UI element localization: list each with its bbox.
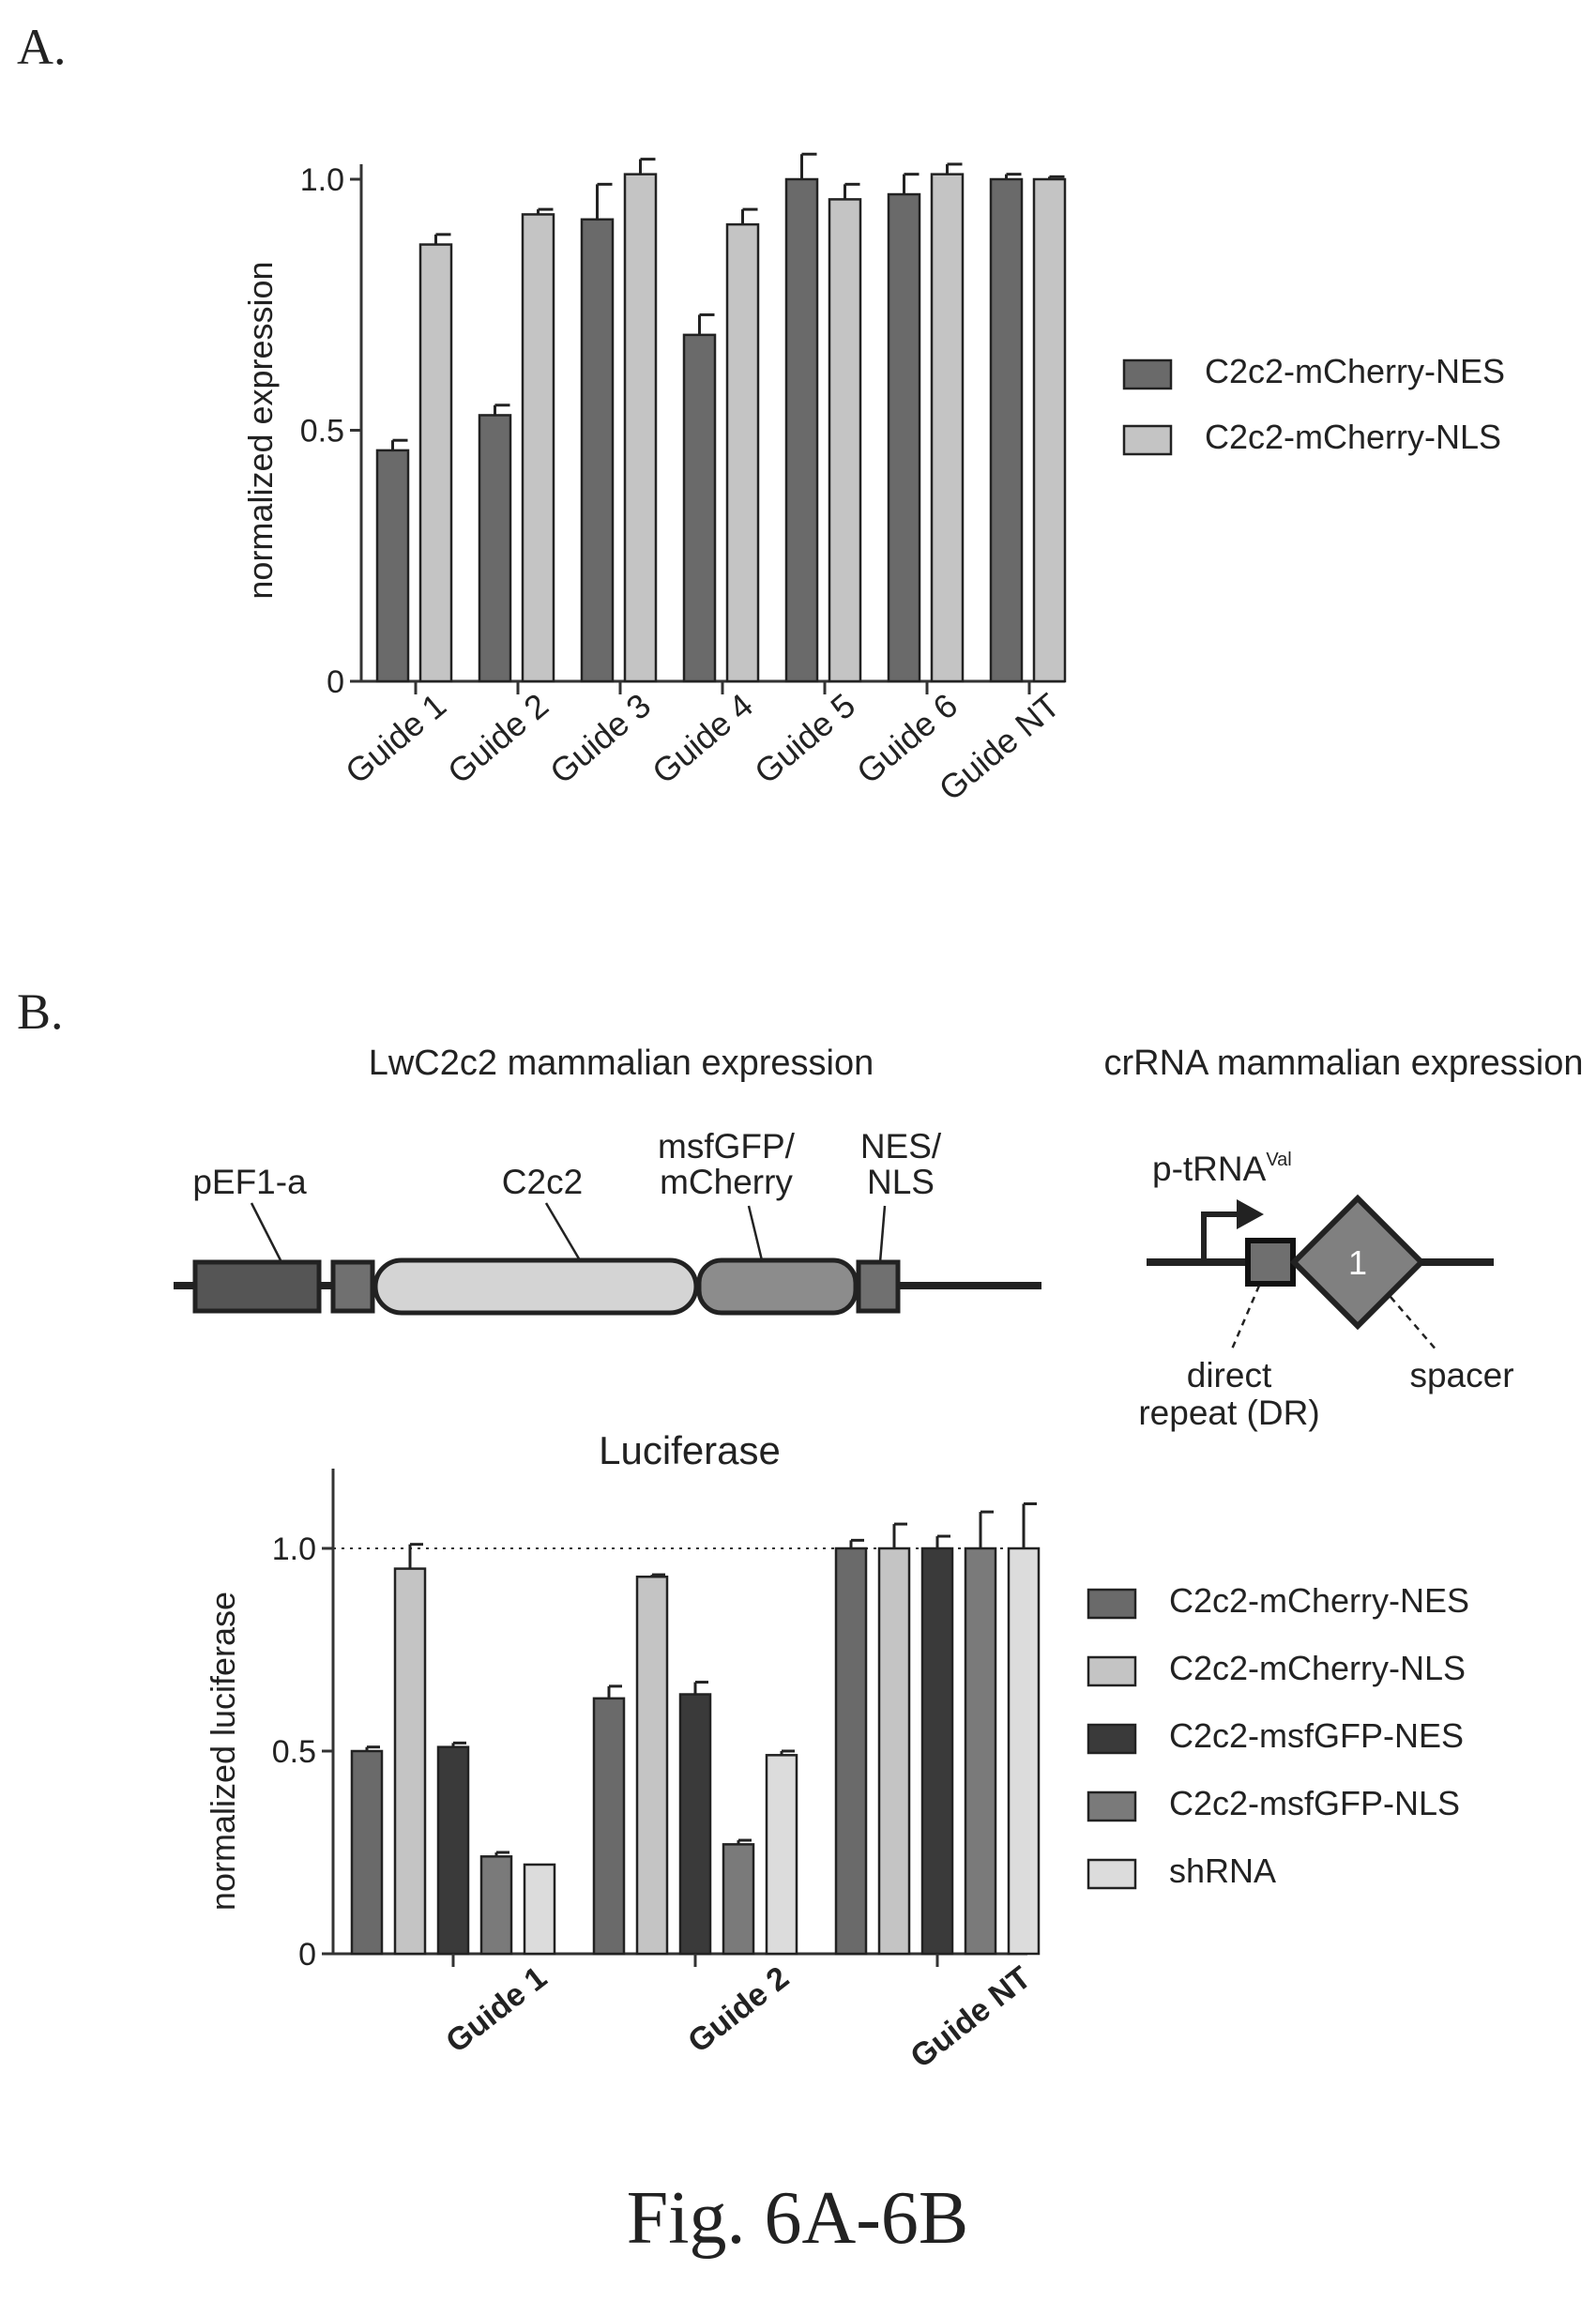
bar [765,1754,798,1956]
crrna-title: crRNA mammalian expression [1103,1044,1583,1083]
c2c2-label: C2c2 [502,1163,583,1201]
dr-dashed-leader [1229,1285,1261,1352]
bar [887,192,921,683]
lwc2c2-construct-diagram: LwC2c2 mammalian expression pEF1-a C2c2 … [174,1044,1041,1316]
bar [350,1749,384,1956]
bar [682,333,717,683]
legend-label: shRNA [1169,1851,1276,1890]
spacer-diamond [1289,1194,1426,1331]
dr-label-line2: repeat (DR) [1138,1394,1319,1432]
y-tick-label: 0.5 [300,414,344,449]
bar [1007,1547,1041,1956]
bar [436,1745,470,1956]
fluorescent-protein-block [696,1257,859,1316]
bar [635,1575,669,1956]
x-tick-label: Guide NT [904,1959,1038,2075]
legend-swatch [1087,1723,1137,1755]
x-tick-label: Guide 2 [440,686,555,791]
crrna-construct-diagram: crRNA mammalian expression p-tRNAVal 1 d… [1103,1044,1583,1432]
c2c2-block [372,1257,699,1316]
legend-label: C2c2-mCherry-NES [1169,1581,1469,1620]
fp-label-line1: msfGFP/ [658,1127,796,1166]
x-tick-label: Guide 4 [645,686,760,791]
bar [930,173,965,683]
bar [964,1547,997,1956]
bar [393,1567,427,1956]
legend-swatch [1087,1655,1137,1687]
fp-leader [747,1205,764,1261]
y-tick-label: 1.0 [272,1531,316,1567]
bar [678,1693,712,1956]
bar [623,173,658,683]
bar [784,177,819,683]
bar [828,198,862,683]
pef1a-promoter-block [192,1259,322,1314]
y-axis-label: normalized expression [241,261,280,599]
legend-swatch [1087,1790,1137,1822]
x-tick-label: Guide 1 [338,686,453,791]
tag-label-line1: NES/ [860,1127,942,1166]
bar [523,1863,556,1956]
bar [580,218,615,683]
bar [375,449,410,683]
spacer-dashed-leader [1390,1296,1438,1352]
tag-leader [878,1205,887,1263]
bar [521,213,555,683]
tag-label-line2: NLS [867,1163,935,1201]
x-tick-label: Guide 5 [747,686,862,791]
panel-a-label: A. [17,19,67,75]
fp-label-line2: mCherry [660,1163,793,1201]
legend-label: C2c2-mCherry-NLS [1169,1649,1466,1687]
legend-swatch [1122,358,1173,390]
legend-swatch [1087,1588,1137,1620]
promoter-label: p-tRNAVal [1152,1150,1292,1188]
tag-block-left [330,1259,375,1314]
bar [725,222,760,683]
panel-b-label: B. [17,983,64,1040]
bar [418,243,453,683]
legend-label: C2c2-msfGFP-NES [1169,1716,1464,1755]
bar [877,1547,911,1956]
chart-title: Luciferase [599,1428,781,1472]
figure-caption: Fig. 6A-6B [627,2177,969,2260]
y-tick-label: 0 [298,1937,316,1973]
legend-swatch [1087,1858,1137,1890]
x-tick-label: Guide 3 [542,686,658,791]
x-tick-label: Guide 1 [439,1959,554,2060]
tag-block-right [856,1259,901,1314]
bar [989,177,1024,683]
bar [834,1547,868,1956]
bar [722,1843,755,1956]
c2c2-leader [544,1202,582,1261]
pef1a-leader [250,1202,283,1263]
x-tick-label: Guide 2 [681,1959,796,2060]
dr-label-line1: direct [1187,1356,1272,1394]
y-tick-label: 0.5 [272,1734,316,1770]
bar [1032,177,1067,683]
bar [479,1855,513,1956]
legend-label: C2c2-mCherry-NLS [1205,418,1501,456]
direct-repeat-block [1245,1238,1296,1287]
spacer-label: spacer [1409,1356,1513,1394]
spacer-number: 1 [1348,1243,1367,1282]
y-axis-label: normalized luciferase [204,1592,242,1911]
pef1a-label: pEF1-a [192,1163,307,1201]
y-tick-label: 1.0 [300,162,344,198]
legend-label: C2c2-mCherry-NES [1205,352,1505,390]
bar [478,414,512,683]
y-tick-label: 0 [327,664,344,700]
bar [920,1547,954,1956]
bar [592,1697,626,1956]
promoter-arrowhead-icon [1237,1199,1264,1229]
chart-b: 0 0.5 1.0 normalized luciferase Luciferase Gu… [204,1428,1469,2075]
legend-label: C2c2-msfGFP-NLS [1169,1784,1460,1822]
promoter-arrow-icon [1201,1211,1240,1262]
legend-swatch [1122,424,1173,456]
lwc2c2-title: LwC2c2 mammalian expression [369,1044,874,1083]
